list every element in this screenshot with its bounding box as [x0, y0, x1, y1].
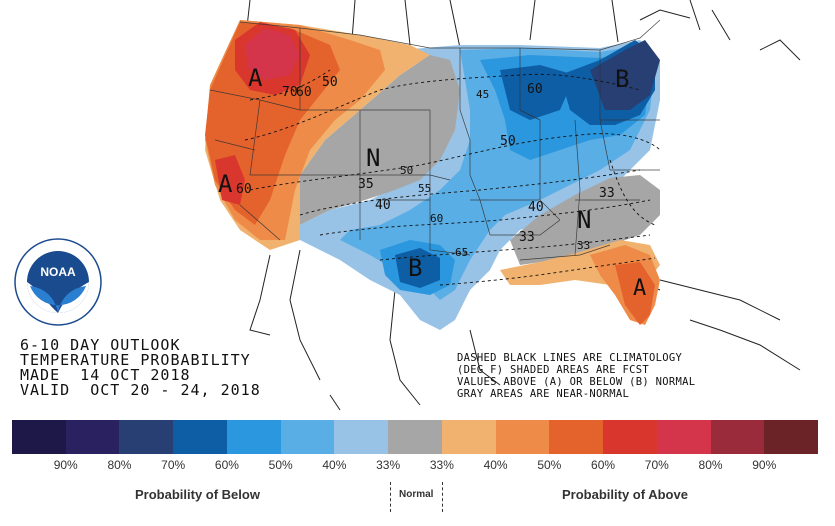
contour-label: 65 — [455, 246, 468, 259]
contour-label: 50 — [500, 134, 516, 149]
region-normal-se — [510, 175, 660, 265]
noaa-logo: NOAA — [14, 238, 102, 326]
legend-swatch — [388, 420, 442, 454]
contour-label: 45 — [476, 88, 489, 101]
probability-legend-labels: 90% 80% 70% 60% 50% 40% 33% 33% 40% 50% 60% 70% 80% 9… — [12, 458, 818, 474]
note-line: (DEG F) SHADED AREAS ARE FCST — [457, 364, 650, 376]
label-b-northeast: B — [615, 65, 629, 93]
legend-percent-label: 60% — [591, 458, 616, 472]
note-line: DASHED BLACK LINES ARE CLIMATOLOGY — [457, 352, 683, 364]
legend-percent-label: 50% — [268, 458, 293, 472]
region-below-60-lakes — [500, 65, 575, 120]
label-a-northwest: A — [248, 64, 263, 92]
outlook-title-block: 6-10 DAY OUTLOOK TEMPERATURE PROBABILITY… — [20, 338, 261, 398]
outlook-map: A A A B B N N 70 60 50 60 50 35 55 40 60… — [14, 0, 801, 411]
legend-swatch — [656, 420, 711, 454]
legend-swatch — [603, 420, 657, 454]
legend-percent-label: 40% — [322, 458, 347, 472]
us-map: A A A B B N N 70 60 50 60 50 35 55 40 60… — [205, 0, 801, 411]
forecast-shading — [205, 20, 660, 330]
note-line: VALUES ABOVE (A) OR BELOW (B) NORMAL — [457, 376, 696, 388]
normal-divider-left — [390, 482, 391, 512]
contour-label: 33 — [599, 186, 615, 201]
region-below-80-ne — [590, 40, 660, 110]
note-line: GRAY AREAS ARE NEAR-NORMAL — [457, 388, 630, 400]
region-above-70-ca — [215, 155, 245, 205]
contour-label: 60 — [236, 182, 252, 197]
above-caption: Probability of Above — [562, 487, 688, 502]
legend-swatch — [710, 420, 765, 454]
legend-percent-label: 70% — [644, 458, 669, 472]
legend-percent-label: 50% — [537, 458, 562, 472]
climatology-lines — [244, 69, 661, 286]
label-b-texas: B — [408, 254, 422, 282]
title-line: TEMPERATURE PROBABILITY — [20, 351, 251, 369]
contour-label: 35 — [358, 177, 374, 192]
contour-label: 40 — [375, 198, 391, 213]
map-notes: DASHED BLACK LINES ARE CLIMATOLOGY (DEG … — [457, 352, 695, 400]
label-n-southeast: N — [577, 206, 591, 234]
normal-caption: Normal — [399, 489, 434, 500]
legend-percent-label: 33% — [376, 458, 401, 472]
normal-divider-right — [442, 482, 443, 512]
legend-swatch — [173, 420, 227, 454]
probability-legend-bar — [12, 420, 819, 454]
title-line: VALID OCT 20 - 24, 2018 — [20, 381, 261, 399]
legend-percent-label: 90% — [53, 458, 78, 472]
legend-swatch — [12, 420, 66, 454]
region-normal-rockies — [300, 55, 460, 225]
contour-label: 70 — [282, 85, 298, 100]
legend-swatch — [495, 420, 550, 454]
contour-label: 50 — [322, 75, 338, 90]
label-a-florida: A — [633, 276, 646, 301]
legend-percent-label: 80% — [107, 458, 132, 472]
below-caption: Probability of Below — [135, 487, 260, 502]
noaa-logo-text: NOAA — [40, 265, 76, 279]
contour-label: 60 — [296, 85, 312, 100]
legend-swatch — [441, 420, 496, 454]
legend-swatch — [119, 420, 174, 454]
legend-swatch — [280, 420, 335, 454]
legend-swatch — [334, 420, 389, 454]
legend-percent-label: 40% — [483, 458, 508, 472]
legend-swatch — [764, 420, 819, 454]
contour-label: 55 — [418, 182, 431, 195]
contour-label: 33 — [519, 230, 535, 245]
label-a-california: A — [218, 170, 233, 198]
title-line: MADE 14 OCT 2018 — [20, 366, 191, 384]
legend-percent-label: 33% — [429, 458, 454, 472]
contour-label: 60 — [527, 82, 543, 97]
region-above-80-nw — [245, 28, 300, 80]
region-above-60-fl — [615, 262, 655, 325]
legend-percent-label: 90% — [752, 458, 777, 472]
contour-label: 40 — [528, 200, 544, 215]
legend-percent-label: 70% — [161, 458, 186, 472]
state-lines — [209, 19, 661, 261]
region-below-70-tx — [395, 248, 440, 288]
legend-swatch — [226, 420, 281, 454]
outline-borders — [244, 0, 801, 411]
legend-swatch — [549, 420, 604, 454]
legend-percent-label: 60% — [214, 458, 239, 472]
title-line: 6-10 DAY OUTLOOK — [20, 336, 181, 354]
legend-percent-label: 80% — [698, 458, 723, 472]
label-n-rockies: N — [366, 144, 380, 172]
contour-label: 60 — [430, 212, 443, 225]
contour-label: 33 — [577, 239, 590, 252]
contour-label: 50 — [400, 164, 413, 177]
legend-swatch — [65, 420, 120, 454]
